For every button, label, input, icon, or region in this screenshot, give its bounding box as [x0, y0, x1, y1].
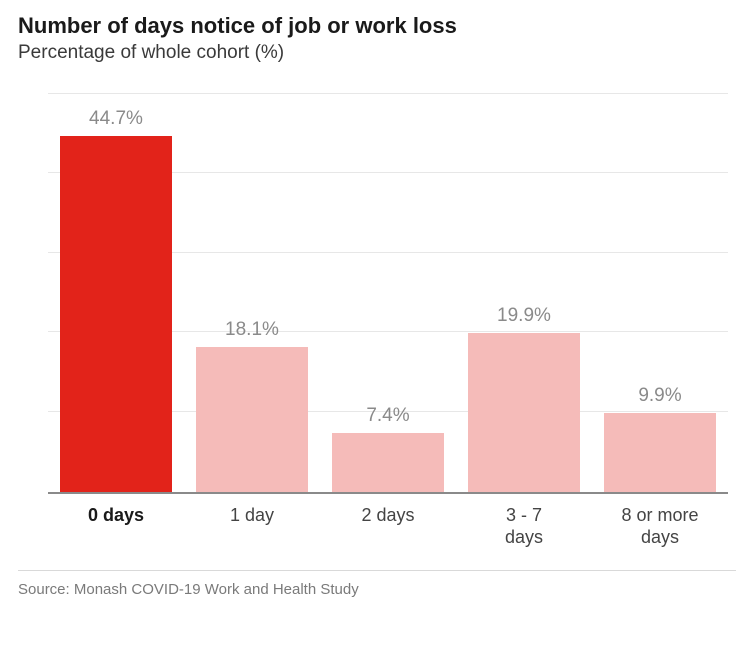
- x-axis-label: 8 or moredays: [592, 494, 728, 564]
- bar-slot: 19.9%: [456, 94, 592, 492]
- bar-value-label: 18.1%: [225, 319, 279, 341]
- source-text: Source: Monash COVID-19 Work and Health …: [18, 570, 736, 598]
- bar-value-label: 19.9%: [497, 305, 551, 327]
- bar-slot: 44.7%: [48, 94, 184, 492]
- x-axis-label: 0 days: [48, 494, 184, 564]
- bar: 18.1%: [196, 347, 308, 491]
- chart-title: Number of days notice of job or work los…: [18, 12, 736, 40]
- x-axis-label: 1 day: [184, 494, 320, 564]
- bar-value-label: 9.9%: [638, 385, 681, 407]
- plot-area: 44.7%18.1%7.4%19.9%9.9%: [48, 94, 728, 494]
- bar-chart: 44.7%18.1%7.4%19.9%9.9% 0 days1 day2 day…: [18, 94, 736, 564]
- bar-value-label: 7.4%: [366, 405, 409, 427]
- bar-value-label: 44.7%: [89, 108, 143, 130]
- bar: 19.9%: [468, 333, 580, 491]
- bar-slot: 9.9%: [592, 94, 728, 492]
- x-axis-label: 3 - 7days: [456, 494, 592, 564]
- chart-subtitle: Percentage of whole cohort (%): [18, 42, 736, 64]
- bar-slot: 18.1%: [184, 94, 320, 492]
- x-axis-label: 2 days: [320, 494, 456, 564]
- bar: 7.4%: [332, 433, 444, 492]
- bar: 44.7%: [60, 136, 172, 492]
- bar-slot: 7.4%: [320, 94, 456, 492]
- bar: 9.9%: [604, 413, 716, 492]
